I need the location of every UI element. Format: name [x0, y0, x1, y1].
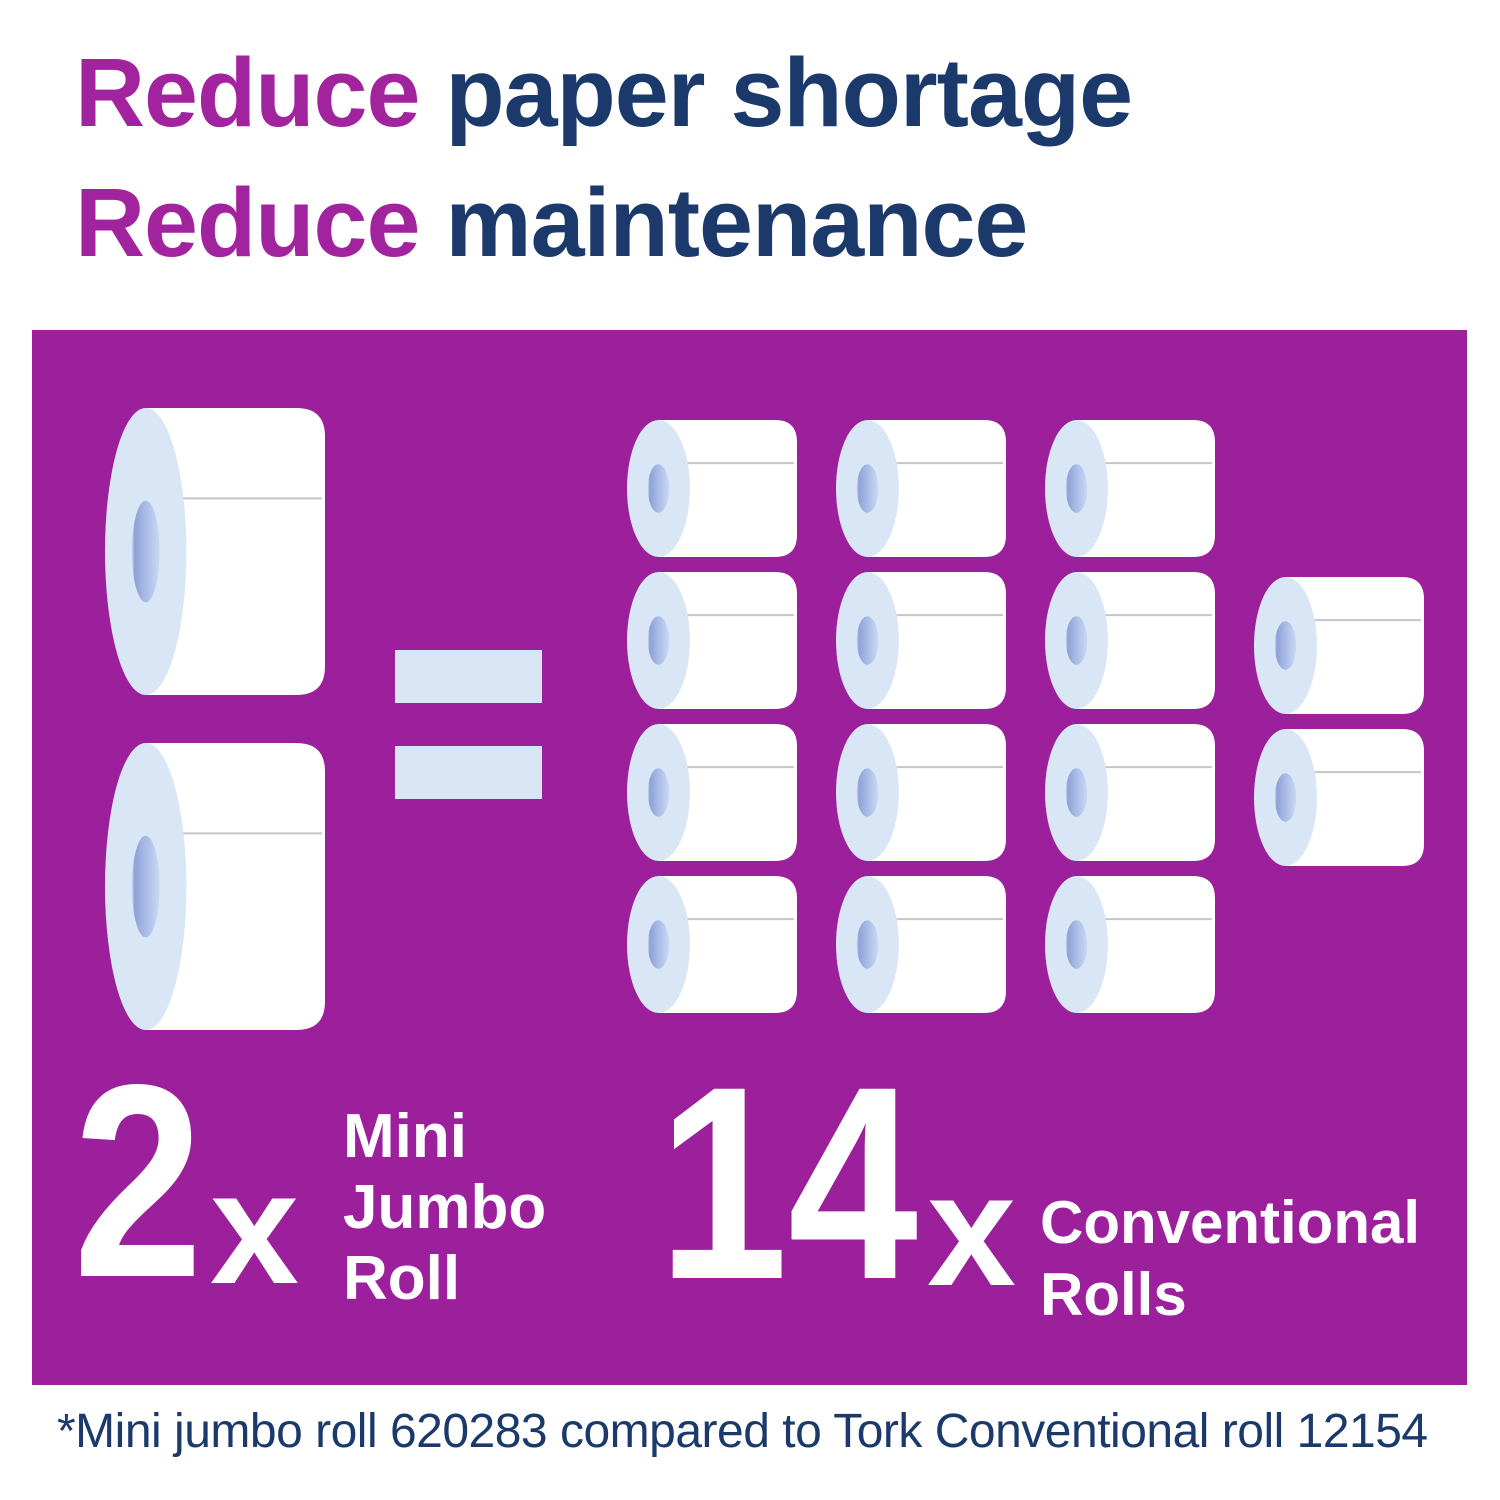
page-title: Reduce paper shortage Reduce maintenance: [75, 28, 1133, 288]
conventional-label-line-2: Rolls: [1040, 1261, 1187, 1328]
conventional-label-line-1: Conventional: [1040, 1189, 1421, 1256]
conventional-roll-icon: [627, 724, 797, 861]
mini-jumbo-roll-icon: [105, 743, 325, 1030]
heading-line-2-rest: maintenance: [419, 168, 1028, 277]
conventional-roll-icon: [1045, 876, 1215, 1013]
conventional-roll-icon: [1045, 724, 1215, 861]
mini-jumbo-count: 2: [73, 1028, 204, 1335]
heading-line-2: Reduce maintenance: [75, 158, 1132, 288]
conventional-multiplier: x: [927, 1140, 1016, 1319]
mini-jumbo-label: Mini Jumbo Roll: [343, 1101, 546, 1314]
conventional-label: Conventional Rolls: [1040, 1187, 1420, 1331]
heading-line-2-highlight: Reduce: [75, 168, 420, 277]
conventional-roll-icon: [627, 876, 797, 1013]
conventional-roll-icon: [627, 420, 797, 557]
heading-line-1: Reduce paper shortage: [75, 28, 1133, 158]
conventional-roll-icon: [836, 420, 1006, 557]
mini-jumbo-roll-icon: [105, 408, 325, 695]
conventional-roll-icon: [1254, 577, 1424, 714]
comparison-panel: 2 x Mini Jumbo Roll 14 x Conventional Ro…: [32, 330, 1467, 1385]
mini-jumbo-label-line-1: Mini: [343, 1102, 467, 1171]
mini-jumbo-multiplier: x: [210, 1138, 299, 1317]
footnote: *Mini jumbo roll 620283 compared to Tork…: [57, 1405, 1428, 1458]
conventional-roll-icon: [1045, 420, 1215, 557]
equals-sign-bottom-bar: [395, 746, 542, 799]
equals-sign-top-bar: [395, 650, 542, 703]
mini-jumbo-label-line-2: Jumbo: [343, 1173, 547, 1242]
heading-line-1-highlight: Reduce: [75, 38, 420, 147]
heading-line-1-rest: paper shortage: [419, 38, 1133, 147]
conventional-roll-icon: [627, 572, 797, 709]
conventional-count: 14: [658, 1030, 919, 1337]
conventional-roll-icon: [836, 724, 1006, 861]
conventional-roll-icon: [836, 572, 1006, 709]
conventional-roll-icon: [1254, 729, 1424, 866]
mini-jumbo-label-line-3: Roll: [343, 1244, 461, 1313]
conventional-roll-icon: [1045, 572, 1215, 709]
conventional-roll-icon: [836, 876, 1006, 1013]
